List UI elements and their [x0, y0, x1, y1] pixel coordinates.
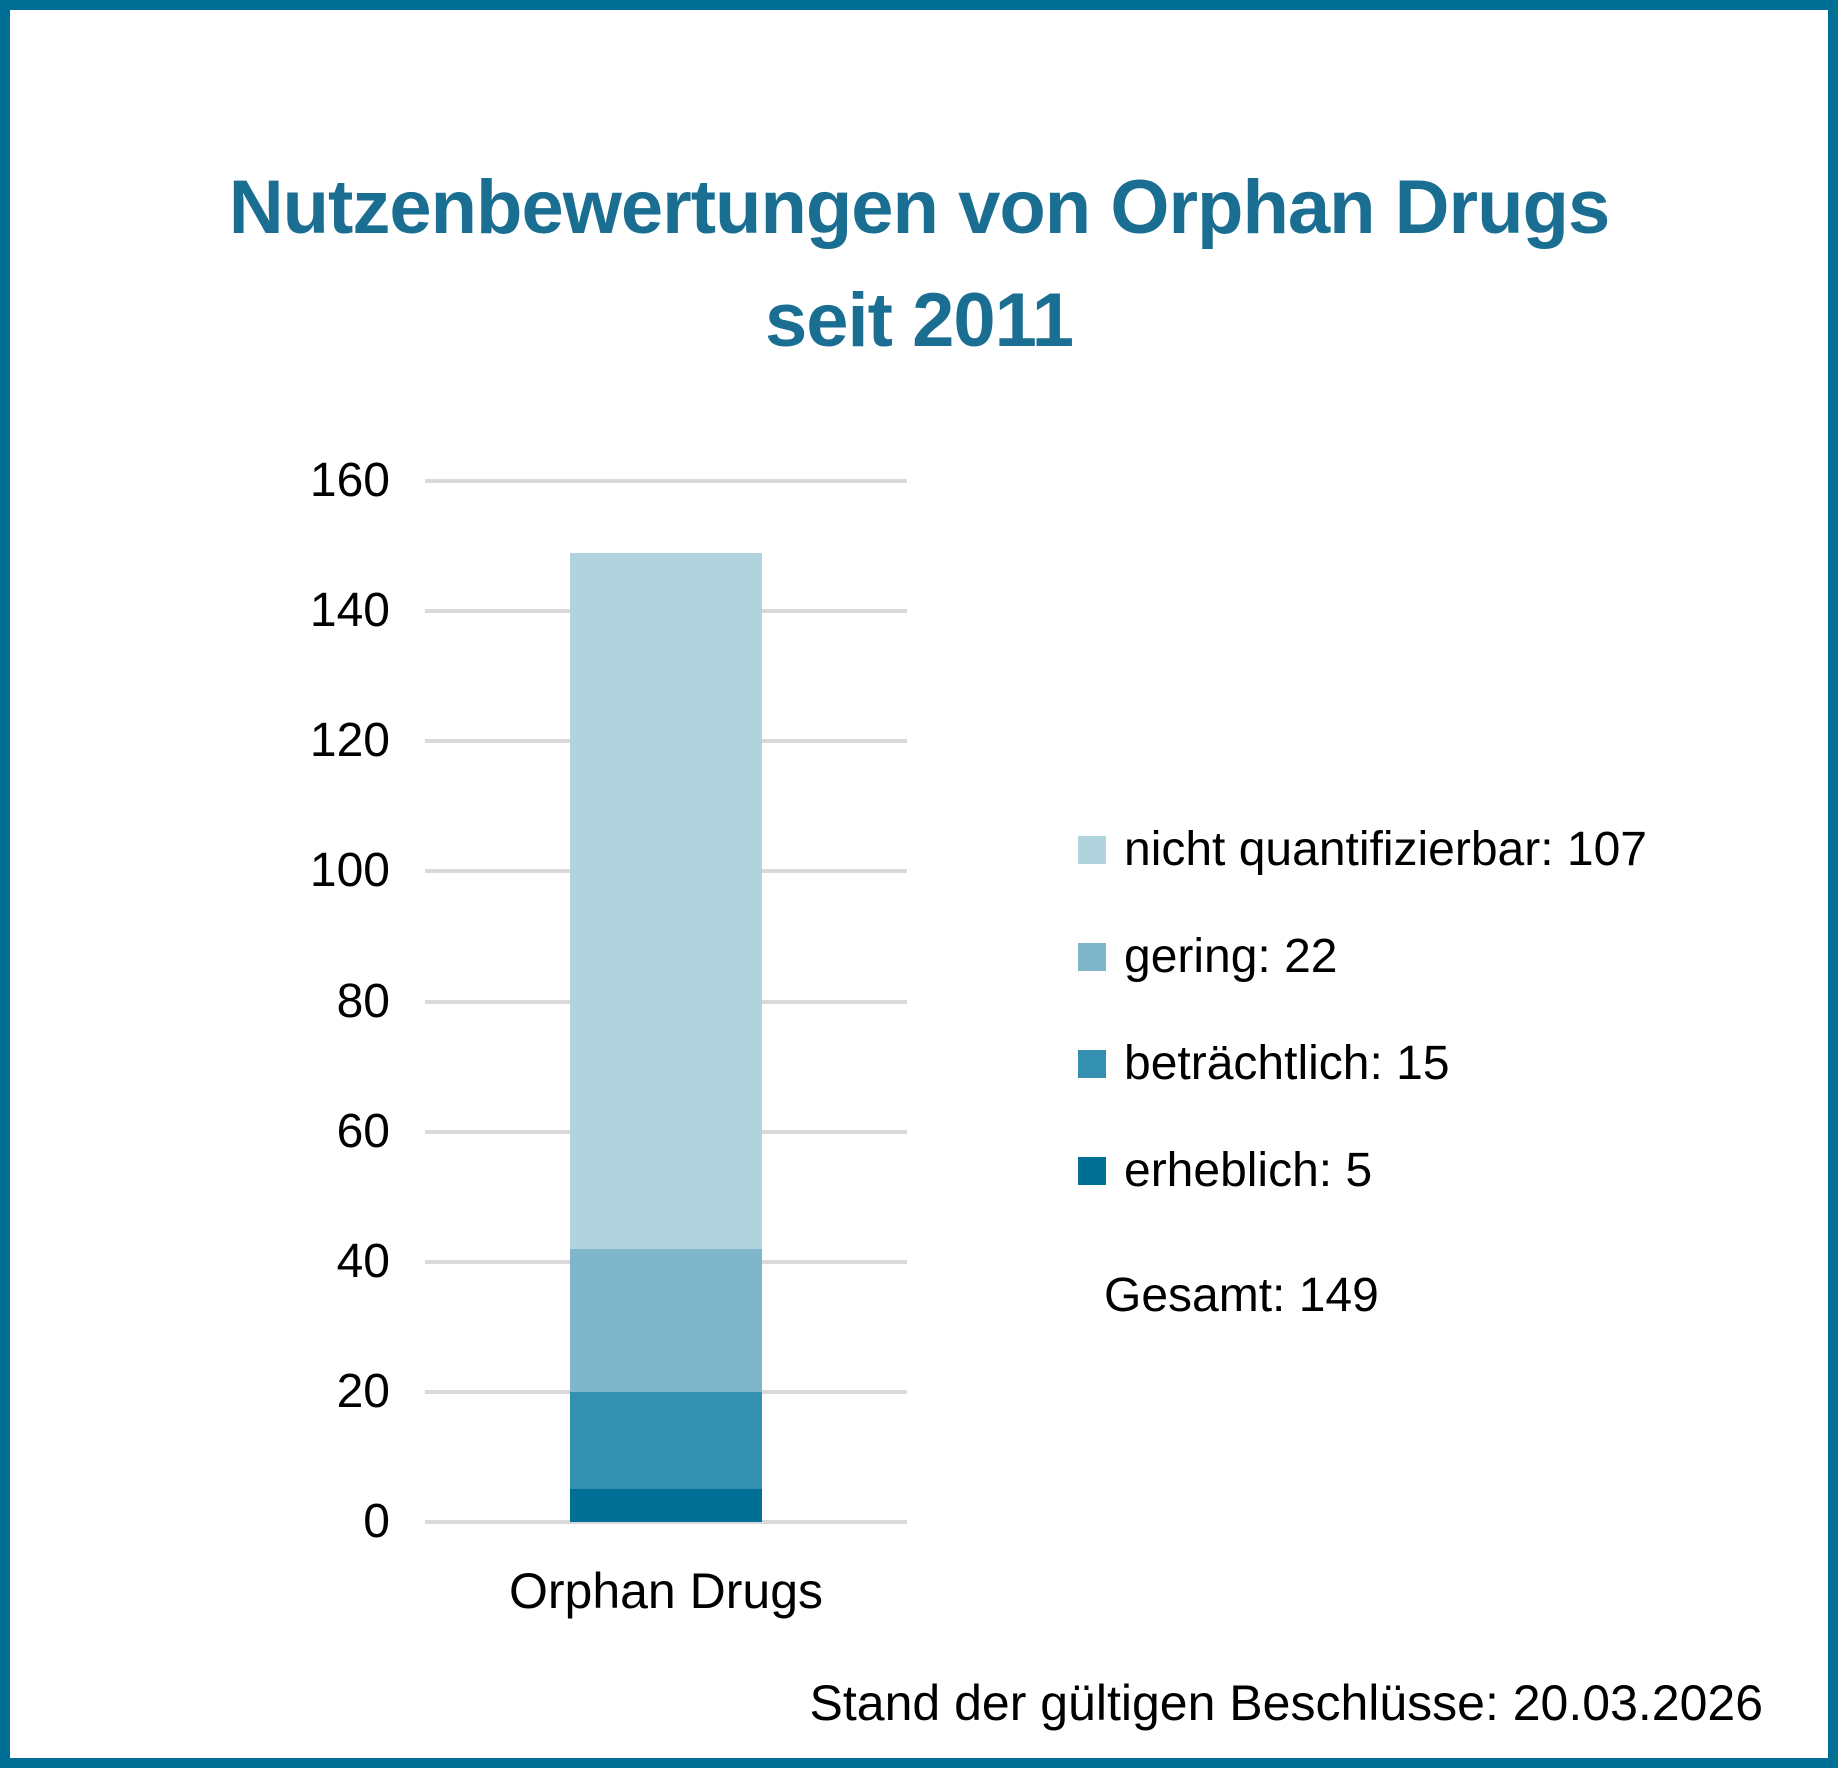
gridline-y-160	[425, 479, 907, 483]
legend-label: nicht quantifizierbar: 107	[1124, 823, 1647, 876]
legend-swatch-icon	[1078, 836, 1106, 864]
bar-segment-nicht-quantifizierbar	[570, 552, 762, 1249]
chart-title: Nutzenbewertungen von Orphan Drugs seit 2…	[0, 151, 1838, 377]
legend-item-nicht-quantifizierbar: nicht quantifizierbar: 107	[1078, 822, 1647, 878]
legend-label: beträchtlich: 15	[1124, 1037, 1450, 1090]
status-date-note: Stand der gültigen Beschlüsse: 20.03.202…	[809, 1675, 1763, 1731]
legend-item-betr-chtlich: beträchtlich: 15	[1078, 1036, 1647, 1092]
bar-segment-erheblich	[570, 1489, 762, 1522]
y-tick-label-60: 60	[336, 1104, 390, 1158]
chart-title-line1: Nutzenbewertungen von Orphan Drugs	[228, 164, 1610, 250]
stacked-bar-orphan-drugs	[570, 552, 762, 1522]
gridline-y-0	[425, 1520, 907, 1524]
x-axis-category-label: Orphan Drugs	[508, 1563, 824, 1619]
y-tick-label-120: 120	[309, 714, 390, 768]
y-tick-label-80: 80	[336, 974, 390, 1028]
legend-total: Gesamt: 149	[1104, 1269, 1379, 1322]
legend-label: gering: 22	[1124, 930, 1338, 983]
legend-label: erheblich: 5	[1124, 1144, 1373, 1197]
legend-item-erheblich: erheblich: 5	[1078, 1143, 1647, 1199]
legend-swatch-icon	[1078, 1157, 1106, 1185]
y-tick-label-40: 40	[336, 1234, 390, 1288]
y-tick-label-140: 140	[309, 584, 390, 638]
legend: nicht quantifizierbar: 107 gering: 22 betr…	[1078, 822, 1647, 1199]
legend-swatch-icon	[1078, 1050, 1106, 1078]
chart-title-line2: seit 2011	[765, 277, 1074, 363]
legend-swatch-icon	[1078, 943, 1106, 971]
y-tick-label-160: 160	[309, 454, 390, 507]
y-tick-label-100: 100	[309, 844, 390, 898]
bar-segment-betr-chtlich	[570, 1391, 762, 1490]
legend-item-gering: gering: 22	[1078, 929, 1647, 985]
y-tick-label-20: 20	[336, 1364, 390, 1418]
bar-segment-gering	[570, 1248, 762, 1392]
y-tick-label-0: 0	[363, 1495, 390, 1548]
